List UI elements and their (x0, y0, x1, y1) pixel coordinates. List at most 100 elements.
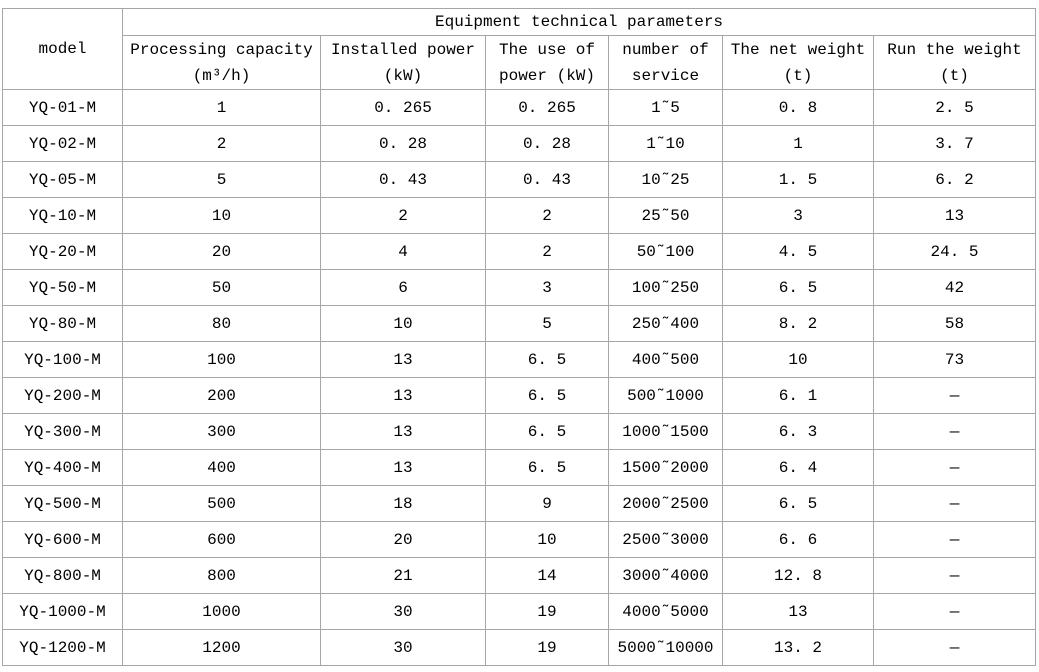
value-cell: — (872, 413, 1037, 450)
value-cell: 6. 1 (722, 377, 874, 414)
value-cell: 1˜10 (608, 125, 723, 162)
column-header-unit: power (kW) (498, 66, 595, 85)
value-cell: 6. 2 (872, 161, 1037, 198)
value-cell: 10˜25 (608, 161, 723, 198)
value-cell: 6. 4 (722, 449, 874, 486)
model-cell: YQ-800-M (2, 557, 123, 594)
value-cell: 400 (122, 449, 321, 486)
value-cell: — (872, 377, 1037, 414)
model-cell: YQ-400-M (2, 449, 123, 486)
table-row: YQ-02-M 2 0. 28 0. 28 1˜10 1 3. 7 (2, 125, 1037, 162)
table-row: YQ-05-M 5 0. 43 0. 43 10˜25 1. 5 6. 2 (2, 161, 1037, 198)
value-cell: 3 (722, 197, 874, 234)
value-cell: 0. 265 (485, 89, 609, 126)
value-cell: 42 (872, 269, 1037, 306)
model-cell: YQ-05-M (2, 161, 123, 198)
value-cell: 5000˜10000 (608, 629, 723, 666)
value-cell: 9 (485, 485, 609, 522)
value-cell: — (872, 593, 1037, 630)
table-row: YQ-1000-M 1000 30 19 4000˜5000 13— (2, 593, 1037, 630)
value-cell: 6. 6 (722, 521, 874, 558)
table-row: YQ-500-M 500 18 9 2000˜2500 6. 5— (2, 485, 1037, 522)
value-cell: 30 (320, 593, 486, 630)
value-cell: 4. 5 (722, 233, 874, 270)
value-cell: — (872, 557, 1037, 594)
column-header-net-weight: The net weight (t) (722, 35, 874, 90)
equipment-parameters-table: model Equipment technical parameters Pro… (2, 8, 1037, 666)
value-cell: 2000˜2500 (608, 485, 723, 522)
value-cell: 6. 5 (722, 485, 874, 522)
value-cell: 80 (122, 305, 321, 342)
model-column-header: model (2, 8, 123, 90)
value-cell: 19 (485, 593, 609, 630)
column-header-unit: (m³/h) (192, 66, 251, 85)
value-cell: 13. 2 (722, 629, 874, 666)
value-cell: 73 (872, 341, 1037, 378)
value-cell: 3. 7 (872, 125, 1037, 162)
model-cell: YQ-02-M (2, 125, 123, 162)
value-cell: — (872, 521, 1037, 558)
value-cell: 1 (122, 89, 321, 126)
value-cell: 13 (320, 449, 486, 486)
model-cell: YQ-80-M (2, 305, 123, 342)
column-header-number-of-service: number of service (608, 35, 723, 90)
model-cell: YQ-1000-M (2, 593, 123, 630)
value-cell: 3000˜4000 (608, 557, 723, 594)
value-cell: 19 (485, 629, 609, 666)
value-cell: 2. 5 (872, 89, 1037, 126)
value-cell: 10 (122, 197, 321, 234)
value-cell: 14 (485, 557, 609, 594)
value-cell: 1200 (122, 629, 321, 666)
value-cell: 500˜1000 (608, 377, 723, 414)
value-cell: 12. 8 (722, 557, 874, 594)
table-row: YQ-1200-M 1200 30 19 5000˜10000 13. 2— (2, 629, 1037, 666)
value-cell: 200 (122, 377, 321, 414)
column-header-unit: (kW) (383, 66, 423, 85)
table-row: YQ-50-M 50 6 3 100˜250 6. 5 42 (2, 269, 1037, 306)
column-header-label: The net weight (730, 40, 866, 59)
model-cell: YQ-500-M (2, 485, 123, 522)
model-cell: YQ-20-M (2, 233, 123, 270)
value-cell: 5 (485, 305, 609, 342)
table-row: YQ-400-M 400 13 6. 5 1500˜2000 6. 4— (2, 449, 1037, 486)
value-cell: 10 (320, 305, 486, 342)
value-cell: 6 (320, 269, 486, 306)
column-header-label: The use of (498, 40, 595, 59)
table-row: YQ-800-M 800 21 14 3000˜4000 12. 8— (2, 557, 1037, 594)
value-cell: 1000˜1500 (608, 413, 723, 450)
value-cell: 1000 (122, 593, 321, 630)
model-cell: YQ-01-M (2, 89, 123, 126)
value-cell: 6. 3 (722, 413, 874, 450)
column-header-unit: (t) (783, 66, 813, 85)
value-cell: 8. 2 (722, 305, 874, 342)
model-cell: YQ-300-M (2, 413, 123, 450)
model-cell: YQ-600-M (2, 521, 123, 558)
model-cell: YQ-50-M (2, 269, 123, 306)
value-cell: 1. 5 (722, 161, 874, 198)
value-cell: — (872, 629, 1037, 666)
table-header: model Equipment technical parameters Pro… (2, 8, 1037, 90)
column-header-unit: service (631, 66, 700, 85)
value-cell: 600 (122, 521, 321, 558)
value-cell: 800 (122, 557, 321, 594)
column-header-run-weight: Run the weight (t) (872, 35, 1037, 90)
value-cell: 1˜5 (608, 89, 723, 126)
model-cell: YQ-1200-M (2, 629, 123, 666)
value-cell: 0. 28 (320, 125, 486, 162)
value-cell: 300 (122, 413, 321, 450)
column-header-label: Processing capacity (130, 40, 313, 59)
value-cell: 1 (722, 125, 874, 162)
value-cell: 13 (722, 593, 874, 630)
value-cell: 50˜100 (608, 233, 723, 270)
table-row: YQ-600-M 600 20 10 2500˜3000 6. 6— (2, 521, 1037, 558)
table-title-row: model Equipment technical parameters (2, 8, 1037, 90)
value-cell: 6. 5 (485, 377, 609, 414)
table-row: YQ-01-M 1 0. 265 0. 265 1˜5 0. 8 2. 5 (2, 89, 1037, 126)
value-cell: 58 (872, 305, 1037, 342)
value-cell: 4 (320, 233, 486, 270)
value-cell: 13 (320, 341, 486, 378)
column-header-use-of-power: The use of power (kW) (485, 35, 609, 90)
value-cell: 4000˜5000 (608, 593, 723, 630)
table-subheader-row: Processing capacity (m³/h) Installed pow… (3, 35, 1037, 90)
